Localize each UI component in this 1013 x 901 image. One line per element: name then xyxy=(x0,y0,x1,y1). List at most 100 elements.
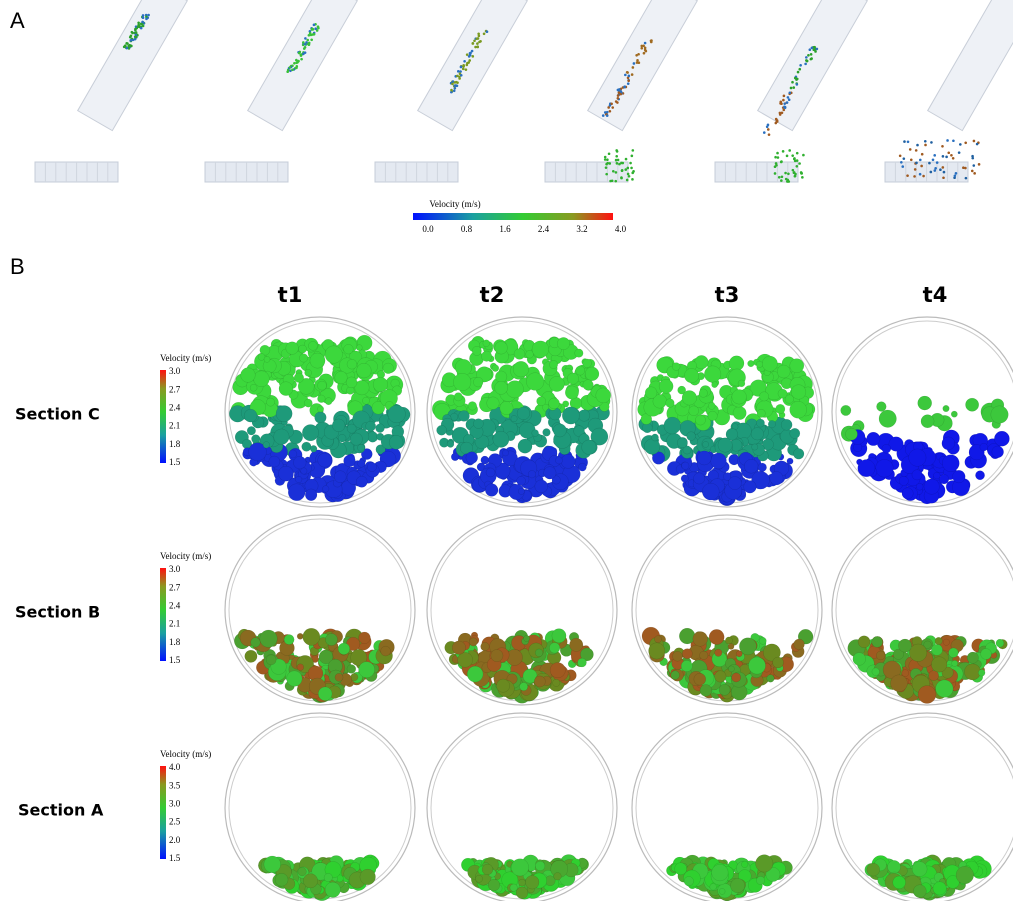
particle xyxy=(346,359,358,370)
particle xyxy=(783,105,787,109)
particle xyxy=(456,70,460,73)
particle xyxy=(932,881,947,896)
particle xyxy=(582,379,594,391)
particle xyxy=(789,428,801,439)
particle xyxy=(295,65,299,68)
particle xyxy=(942,176,945,180)
particle xyxy=(748,656,766,675)
particle xyxy=(499,401,514,415)
particle xyxy=(972,139,976,143)
particle xyxy=(728,355,745,371)
particle xyxy=(765,125,769,129)
particle xyxy=(980,648,992,660)
particle xyxy=(795,164,799,168)
particle xyxy=(790,384,807,400)
particle xyxy=(959,143,962,146)
particle xyxy=(324,881,341,898)
particle xyxy=(337,642,351,655)
particle xyxy=(302,627,321,646)
particle xyxy=(756,408,766,418)
particle xyxy=(871,667,880,676)
particle xyxy=(876,650,886,661)
particle xyxy=(536,396,547,407)
particle xyxy=(737,379,746,388)
particle xyxy=(259,344,271,356)
particle xyxy=(486,396,500,410)
particle xyxy=(289,69,292,73)
tube xyxy=(586,0,699,132)
particle xyxy=(134,33,138,37)
particle xyxy=(785,101,789,104)
particle xyxy=(141,20,144,24)
particle xyxy=(467,401,477,411)
particle xyxy=(451,640,466,655)
particle xyxy=(881,444,892,454)
particle xyxy=(784,177,788,181)
particle xyxy=(750,427,764,441)
particle xyxy=(672,362,681,371)
particle xyxy=(711,864,729,882)
particle xyxy=(302,424,319,442)
particle xyxy=(755,854,774,873)
particle xyxy=(359,868,376,885)
particle xyxy=(699,684,713,697)
particle xyxy=(467,55,471,58)
colorbar-tick-label: 3.0 xyxy=(169,366,181,376)
particle xyxy=(301,441,312,452)
particle xyxy=(471,42,475,45)
particle xyxy=(964,141,968,145)
particle xyxy=(728,665,735,673)
particle xyxy=(654,635,662,644)
colorbar xyxy=(160,766,166,859)
particle xyxy=(922,174,925,178)
particle xyxy=(315,29,319,32)
particle xyxy=(456,74,459,78)
particle xyxy=(273,428,290,445)
particle xyxy=(139,26,143,30)
particle xyxy=(679,627,696,645)
particle xyxy=(125,41,128,45)
particle xyxy=(802,153,805,157)
particle xyxy=(709,883,717,891)
particle xyxy=(766,128,770,131)
particle xyxy=(800,172,803,175)
particle xyxy=(278,381,294,396)
particle xyxy=(465,53,469,56)
particle xyxy=(774,121,778,125)
particle xyxy=(465,451,478,464)
particle xyxy=(317,394,326,403)
particle xyxy=(317,380,327,391)
particle xyxy=(249,383,258,392)
particle xyxy=(473,39,476,43)
particle xyxy=(291,68,294,72)
particle xyxy=(765,867,781,882)
particle xyxy=(890,674,908,692)
row-label: Section B xyxy=(15,603,100,622)
particle xyxy=(747,360,755,368)
particle xyxy=(931,643,943,656)
particle xyxy=(366,461,377,472)
particle xyxy=(372,376,389,392)
particle xyxy=(477,34,481,38)
particle xyxy=(950,154,953,157)
particle xyxy=(617,91,621,94)
particle xyxy=(615,150,619,153)
colorbar-tick-label: 2.7 xyxy=(169,582,181,592)
particle xyxy=(552,423,567,438)
particle xyxy=(464,68,468,71)
particle xyxy=(755,360,764,368)
particle xyxy=(635,61,639,64)
particle xyxy=(485,467,496,478)
particle xyxy=(892,875,906,890)
particle xyxy=(674,862,688,876)
particle xyxy=(614,179,618,183)
particle xyxy=(549,642,561,654)
particle xyxy=(318,649,334,665)
particle xyxy=(303,873,318,889)
particle xyxy=(482,339,490,347)
particle xyxy=(920,164,923,168)
particle xyxy=(295,61,299,65)
particle xyxy=(911,469,923,481)
particle xyxy=(127,44,130,48)
particle xyxy=(134,25,138,28)
